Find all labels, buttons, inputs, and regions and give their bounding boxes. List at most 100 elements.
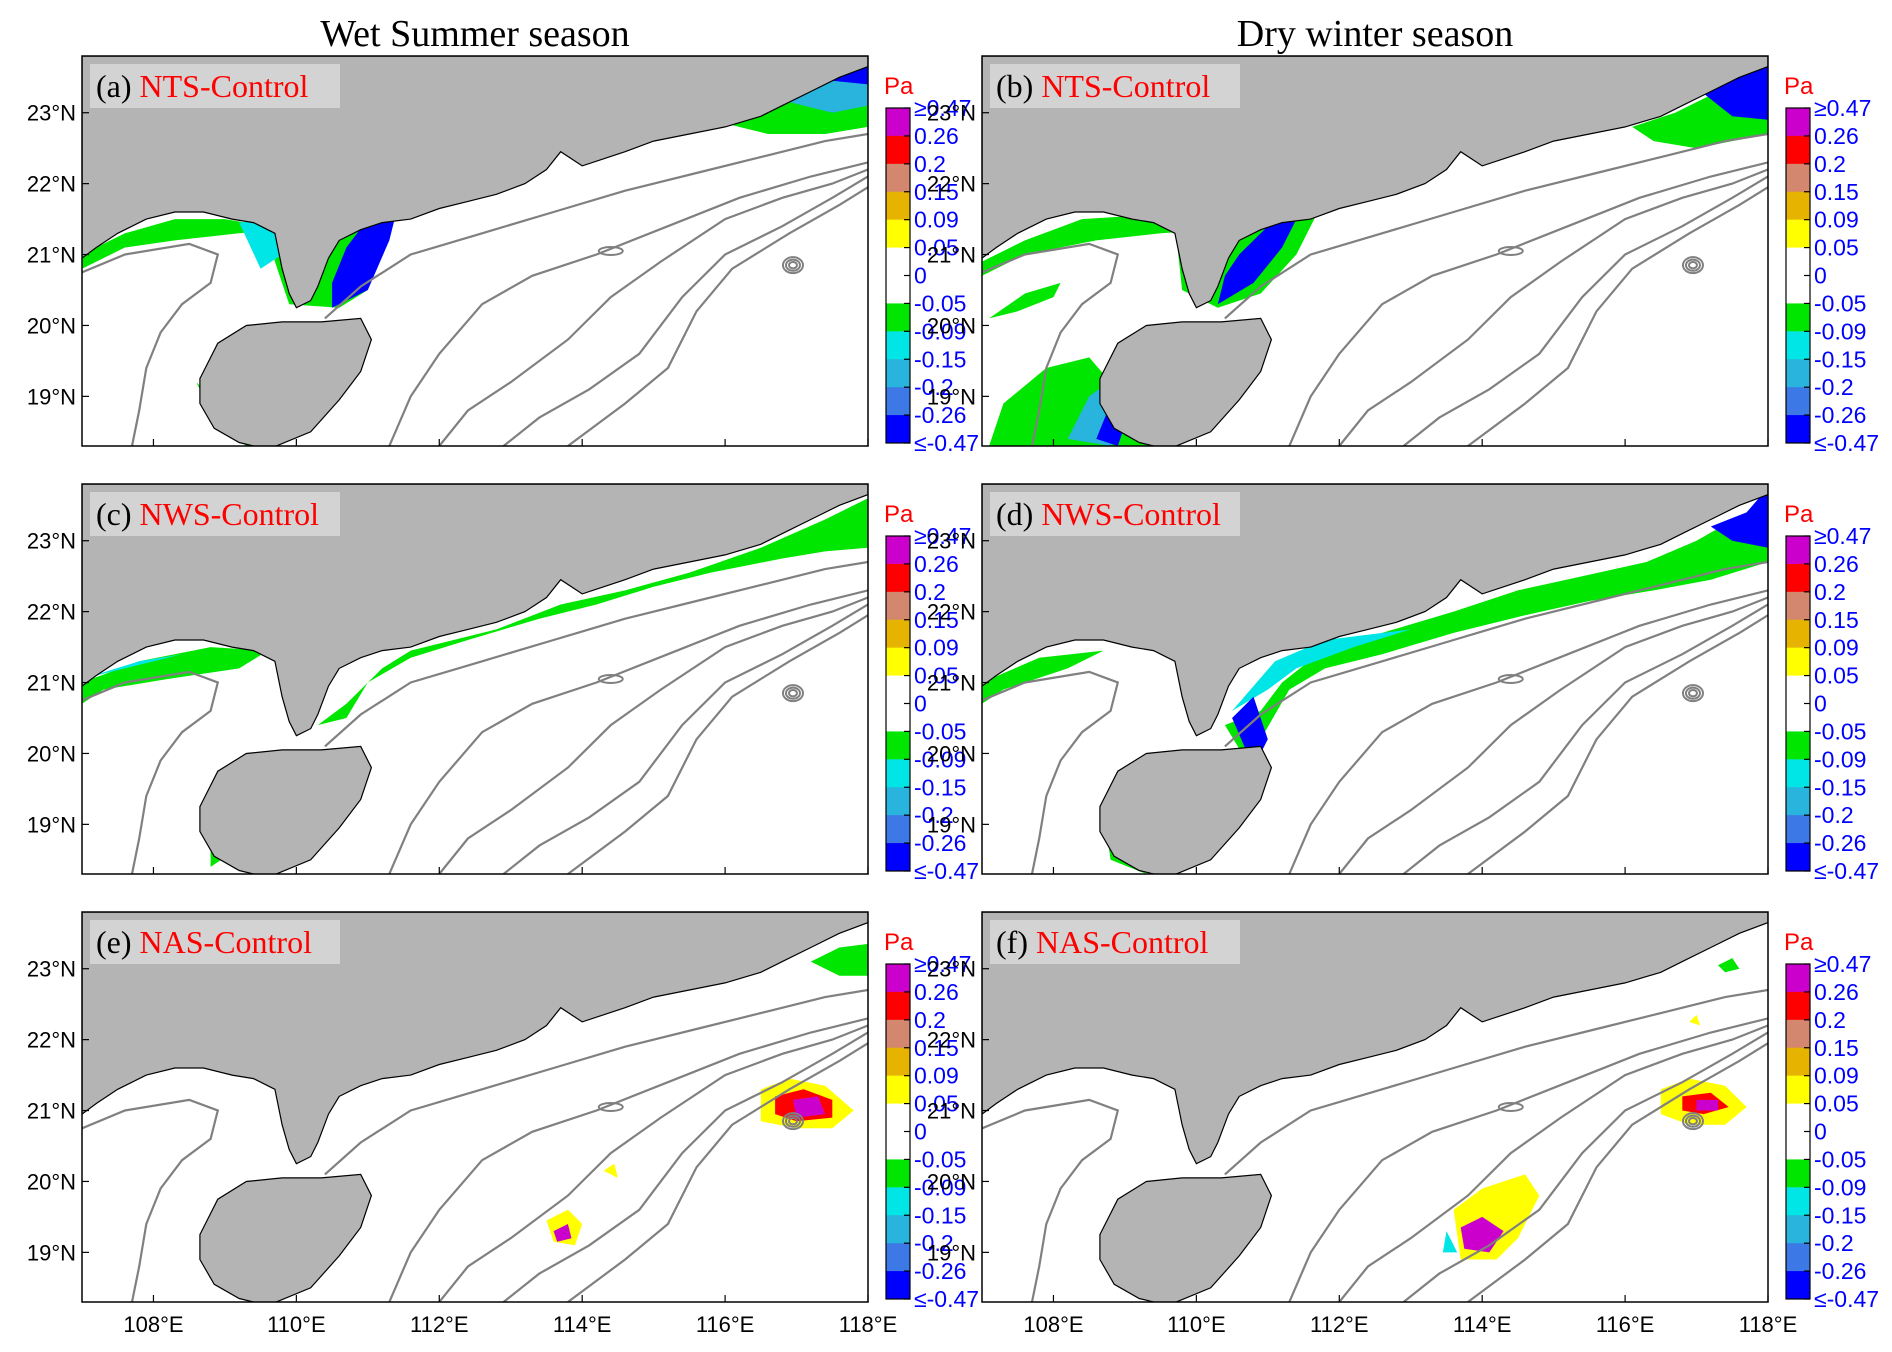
colorbar-segment <box>886 275 910 304</box>
lon-tick-label: 110°E <box>1167 1312 1226 1337</box>
panel-experiment: NAS-Control <box>140 924 313 960</box>
colorbar-label: -0.26 <box>914 1258 966 1284</box>
mainland-land <box>982 484 1768 737</box>
isobath-contour <box>1224 988 1768 1176</box>
colorbar-segment <box>886 675 910 704</box>
colorbar-label: 0.2 <box>1814 151 1846 177</box>
lat-tick-label: 22°N <box>927 172 976 197</box>
colorbar-label: -0.09 <box>1814 1174 1866 1200</box>
panel-label: (a) NTS-Control <box>96 68 309 104</box>
colorbar-segment <box>886 787 910 816</box>
colorbar-segment <box>1786 359 1810 388</box>
isobath-contour <box>1338 168 1768 446</box>
stress-anomaly-patch <box>603 1163 618 1178</box>
seamount-contour <box>784 686 801 700</box>
lat-tick-label: 21°N <box>27 1099 76 1124</box>
stress-anomaly-patch <box>1217 219 1297 305</box>
colorbar-segment <box>886 1019 910 1049</box>
isobath-contour <box>1288 589 1768 874</box>
lat-tick-label: 23°N <box>927 957 976 982</box>
colorbar-segment <box>886 1271 910 1300</box>
colorbar-segment <box>1786 135 1810 165</box>
colorbar-segment <box>1786 1019 1810 1049</box>
isobath-contour <box>502 1031 868 1302</box>
colorbar-label: -0.26 <box>1814 1258 1866 1284</box>
stress-anomaly-patch <box>982 650 1104 704</box>
colorbar-label: 0.05 <box>1814 1091 1859 1117</box>
seamount-contour <box>1681 684 1704 703</box>
colorbar-segment <box>886 815 910 844</box>
lat-tick-label: 23°N <box>27 529 76 554</box>
isobath-contour <box>502 175 868 446</box>
colorbar-segment <box>1786 991 1810 1021</box>
seamount-contour <box>784 1114 801 1128</box>
isobath-contour <box>82 242 220 446</box>
lon-tick-label: 118°E <box>1739 1312 1798 1337</box>
map-panel-e: (e) NAS-Control 23°N 22°N 21°N 20°N 19°N 108°E… <box>27 911 979 1337</box>
seamount-contour <box>1687 688 1698 698</box>
colorbar-segment <box>886 843 910 872</box>
isobath-contour <box>567 614 868 874</box>
colorbar-segment <box>886 108 910 137</box>
hainan-island <box>199 317 373 446</box>
panel-tag: (a) <box>96 68 140 104</box>
colorbar-segment <box>1786 331 1810 360</box>
stress-anomaly-patch <box>82 647 268 704</box>
colorbar-segment <box>1786 1159 1810 1188</box>
colorbar-segment <box>1786 843 1810 872</box>
colorbar-segment <box>1786 1103 1810 1132</box>
lat-tick-label: 21°N <box>927 243 976 268</box>
colorbar-segment <box>1786 647 1810 677</box>
panel-label: (b) NTS-Control <box>996 68 1210 104</box>
lat-tick-label: 19°N <box>27 1240 76 1265</box>
colorbar-segment <box>886 359 910 388</box>
colorbar-label: 0.2 <box>1814 579 1846 605</box>
seamount-contour <box>781 1112 804 1131</box>
shoal-contour <box>597 246 624 256</box>
isobath-contour <box>982 670 1120 874</box>
colorbar-label: -0.26 <box>914 402 966 428</box>
isobath-contour <box>982 242 1120 446</box>
colorbar-label: -0.09 <box>914 1174 966 1200</box>
colorbar-label: -0.15 <box>1814 774 1866 800</box>
lat-tick-label: 22°N <box>27 1028 76 1053</box>
colorbar-label: ≥0.47 <box>1814 95 1871 121</box>
colorbar-segment <box>886 1215 910 1244</box>
stress-anomaly-patch <box>989 282 1061 319</box>
lon-tick-label: 116°E <box>1596 1312 1655 1337</box>
colorbar-segment <box>1786 1215 1810 1244</box>
panel-label-box <box>90 492 340 536</box>
colorbar-segment <box>886 387 910 416</box>
colorbar-label: ≤-0.47 <box>1814 1286 1879 1312</box>
mainland-land <box>82 912 868 1165</box>
lat-tick-label: 22°N <box>927 1028 976 1053</box>
lat-tick-label: 22°N <box>927 600 976 625</box>
colorbar-segment <box>1786 275 1810 304</box>
isobath-contour <box>1402 1031 1768 1302</box>
isobath-contour <box>82 1098 220 1302</box>
colorbar-segment <box>1786 1075 1810 1105</box>
colorbar-label: ≥0.47 <box>914 95 971 121</box>
mainland-land <box>982 912 1768 1165</box>
colorbar-segment <box>1786 191 1810 221</box>
colorbar-segment <box>1786 815 1810 844</box>
colorbar-label: -0.05 <box>914 718 966 744</box>
colorbar: Pa≥0.470.260.20.150.090.050-0.05-0.09-0.… <box>884 501 979 884</box>
panel-label-box <box>990 920 1240 964</box>
colorbar-label: -0.05 <box>914 290 966 316</box>
panel-experiment: NAS-Control <box>1036 924 1209 960</box>
panel-frame <box>981 911 1769 1303</box>
colorbar-label: -0.05 <box>1814 1146 1866 1172</box>
lon-tick-label: 108°E <box>123 1312 183 1337</box>
colorbar-label: 0 <box>914 1119 927 1145</box>
map-panel-d: (d) NWS-Control 23°N 22°N 21°N 20°N 19°N Pa≥0.… <box>927 483 1879 884</box>
stress-anomaly-patch <box>82 654 182 679</box>
colorbar-segment <box>1786 731 1810 760</box>
colorbar-segment <box>886 303 910 332</box>
colorbar-label: 0 <box>1814 691 1827 717</box>
colorbar-label: 0.09 <box>1814 635 1859 661</box>
shoal-contour <box>1497 246 1524 256</box>
colorbar-label: 0 <box>914 691 927 717</box>
colorbar-segment <box>886 731 910 760</box>
isobath-contour <box>82 670 220 874</box>
